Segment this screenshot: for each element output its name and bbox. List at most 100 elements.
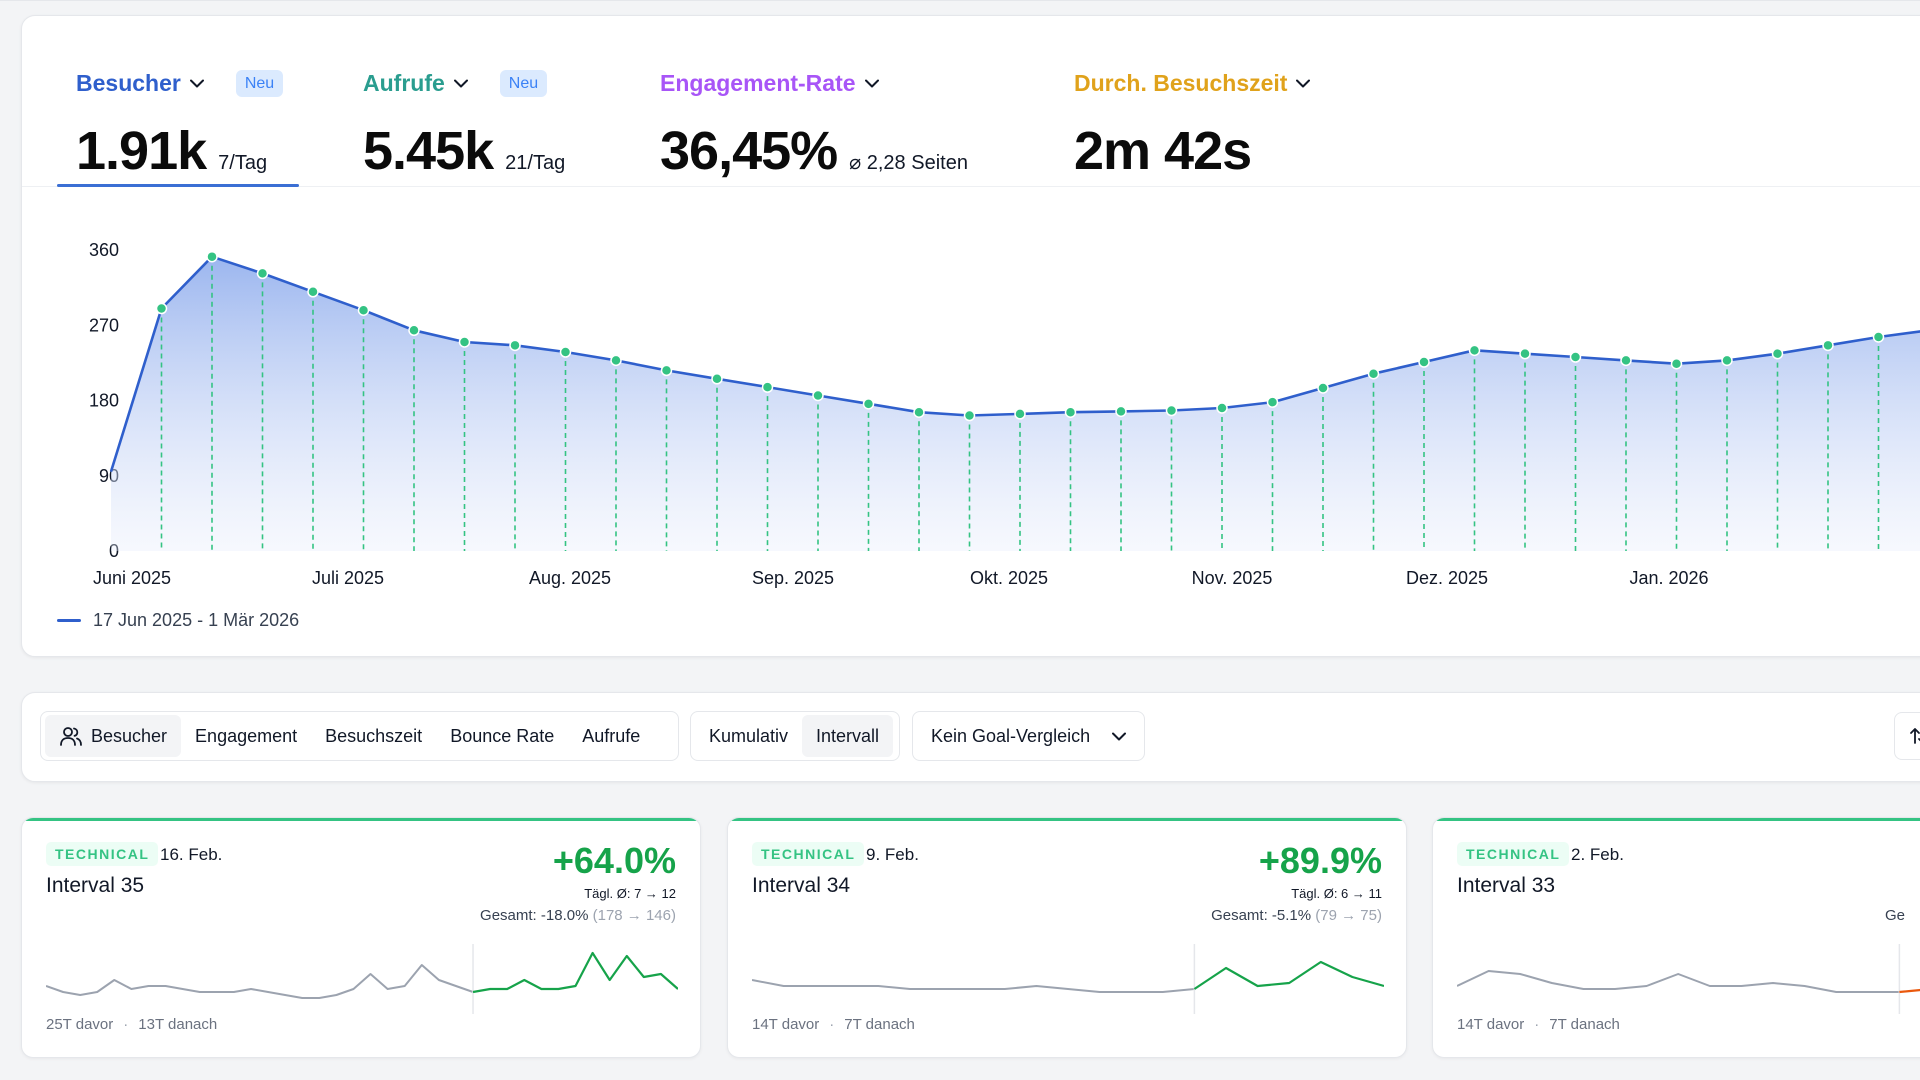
metric-value: 2m 42s	[1074, 121, 1252, 181]
segment-besuchszeit[interactable]: Besuchszeit	[325, 725, 423, 746]
metric-segment-group: Besucher Engagement Besuchszeit Bounce R…	[40, 711, 679, 761]
data-point[interactable]	[307, 286, 319, 298]
segment-intervall[interactable]: Intervall	[802, 715, 894, 757]
x-tick-label: Sep. 2025	[752, 568, 834, 588]
data-point[interactable]	[155, 302, 168, 315]
metric-per-day: 7/Tag	[218, 152, 268, 174]
data-point[interactable]	[862, 398, 875, 410]
metric-besucher[interactable]: Besucher Neu 1.91k 7/Tag	[76, 66, 284, 181]
data-point[interactable]	[1468, 344, 1481, 357]
data-point[interactable]	[610, 354, 622, 367]
data-point[interactable]	[963, 409, 976, 422]
metric-label[interactable]: Engagement-Rate	[660, 69, 856, 96]
metric-engagement-rate[interactable]: Engagement-Rate 36,45% ⌀ 2,28 Seiten	[660, 66, 968, 182]
chevron-down-icon[interactable]	[453, 79, 468, 88]
segment-besucher[interactable]: Besucher	[45, 715, 182, 757]
metrics-divider	[22, 186, 1920, 187]
data-point[interactable]	[1519, 347, 1531, 360]
x-axis: Juni 2025 Juli 2025 Aug. 2025 Sep. 2025 Okt.…	[93, 568, 1709, 588]
data-point[interactable]	[458, 336, 471, 348]
data-point[interactable]	[1115, 405, 1127, 418]
plot-area[interactable]	[109, 250, 1920, 551]
metric-label[interactable]: Durch. Besuchszeit	[1074, 69, 1288, 96]
data-point[interactable]	[206, 250, 218, 263]
data-point[interactable]	[1266, 396, 1279, 408]
data-point[interactable]	[711, 373, 723, 385]
new-badge: Neu	[499, 69, 548, 97]
interval-window: 14T davor · 7T danach	[1457, 1016, 1620, 1033]
data-point[interactable]	[559, 346, 572, 358]
data-point[interactable]	[761, 381, 774, 393]
total-change-value: Ge	[1885, 907, 1906, 924]
data-point[interactable]	[1822, 339, 1834, 352]
sort-arrows-icon	[1910, 728, 1920, 744]
data-point[interactable]	[660, 364, 673, 377]
data-point[interactable]	[1721, 354, 1733, 367]
x-tick-label: Dez. 2025	[1406, 568, 1488, 588]
x-tick-label: Aug. 2025	[529, 568, 611, 588]
sort-button[interactable]	[1894, 712, 1920, 760]
data-point[interactable]	[1064, 406, 1077, 418]
metric-aufrufe[interactable]: Aufrufe Neu 5.45k 21/Tag	[363, 66, 565, 181]
data-point[interactable]	[408, 324, 420, 337]
data-point[interactable]	[357, 304, 370, 316]
segment-aufrufe[interactable]: Aufrufe	[582, 725, 641, 746]
segment-bounce-rate[interactable]: Bounce Rate	[450, 725, 555, 746]
goal-comparison-select[interactable]: Kein Goal-Vergleich	[912, 711, 1145, 761]
active-metric-indicator	[57, 184, 299, 187]
metric-avg-visit-time[interactable]: Durch. Besuchszeit 2m 42s	[1074, 66, 1320, 181]
chevron-down-icon[interactable]	[1296, 79, 1311, 88]
data-point[interactable]	[1014, 408, 1026, 420]
days-before: 14T davor	[752, 1016, 820, 1033]
data-point[interactable]	[1569, 351, 1582, 363]
interval-date: 16. Feb.	[160, 845, 223, 864]
interval-change-percent: +64.0%	[552, 840, 676, 881]
sparkline-before	[46, 964, 474, 999]
data-point[interactable]	[1872, 331, 1885, 343]
segment-engagement[interactable]: Engagement	[195, 725, 298, 746]
data-point[interactable]	[1670, 357, 1683, 370]
interval-title: Interval 33	[1457, 874, 1556, 897]
interval-card[interactable]: TECHNICAL 2. Feb. Interval 33 Ge 14T dav…	[1432, 817, 1920, 1058]
total-change: Gesamt: -18.0% (178 → 146)	[480, 907, 676, 924]
chevron-down-icon[interactable]	[864, 79, 879, 88]
data-point[interactable]	[1771, 347, 1784, 360]
technical-tag: TECHNICAL	[1457, 842, 1570, 866]
chevron-down-icon[interactable]	[189, 79, 204, 88]
interval-card[interactable]: TECHNICAL 16. Feb. Interval 35 +64.0% Tä…	[21, 817, 701, 1058]
data-point[interactable]	[1216, 402, 1228, 414]
chart-controls-toolbar: Besucher Engagement Besuchszeit Bounce R…	[21, 692, 1920, 782]
metric-pages-per-visit: ⌀ 2,28 Seiten	[849, 152, 968, 174]
metric-label[interactable]: Besucher	[76, 69, 181, 96]
days-before: 14T davor	[1457, 1016, 1525, 1033]
data-point[interactable]	[1317, 382, 1329, 394]
data-point[interactable]	[1165, 404, 1178, 417]
interval-window: 14T davor · 7T danach	[752, 1016, 915, 1033]
sparkline	[752, 944, 1384, 1014]
metric-value: 1.91k	[76, 121, 207, 181]
data-point[interactable]	[509, 339, 521, 352]
series-line	[109, 255, 1920, 472]
users-icon	[60, 727, 82, 746]
data-point[interactable]	[913, 406, 925, 418]
days-after: 7T danach	[1549, 1016, 1620, 1033]
data-point[interactable]	[1620, 354, 1632, 367]
data-point[interactable]	[256, 267, 269, 280]
metric-per-day: 21/Tag	[505, 152, 566, 174]
y-tick-label: 270	[89, 315, 119, 335]
days-before: 25T davor	[46, 1016, 114, 1033]
x-tick-label: Okt. 2025	[970, 568, 1048, 588]
y-tick-label: 180	[89, 391, 119, 411]
technical-tag: TECHNICAL	[46, 842, 159, 866]
new-badge: Neu	[235, 69, 284, 97]
data-point[interactable]	[1367, 367, 1380, 380]
interval-change-percent: +89.9%	[1258, 840, 1382, 881]
sparkline-after	[472, 951, 678, 994]
data-point[interactable]	[1418, 356, 1430, 368]
total-change: Ge	[1885, 907, 1905, 924]
interval-card[interactable]: TECHNICAL 9. Feb. Interval 34 +89.9% Täg…	[727, 817, 1407, 1058]
data-point[interactable]	[812, 389, 824, 402]
metric-label[interactable]: Aufrufe	[363, 69, 445, 96]
total-change: Gesamt: -5.1% (79 → 75)	[1211, 907, 1382, 924]
segment-kumulativ[interactable]: Kumulativ	[709, 725, 789, 746]
